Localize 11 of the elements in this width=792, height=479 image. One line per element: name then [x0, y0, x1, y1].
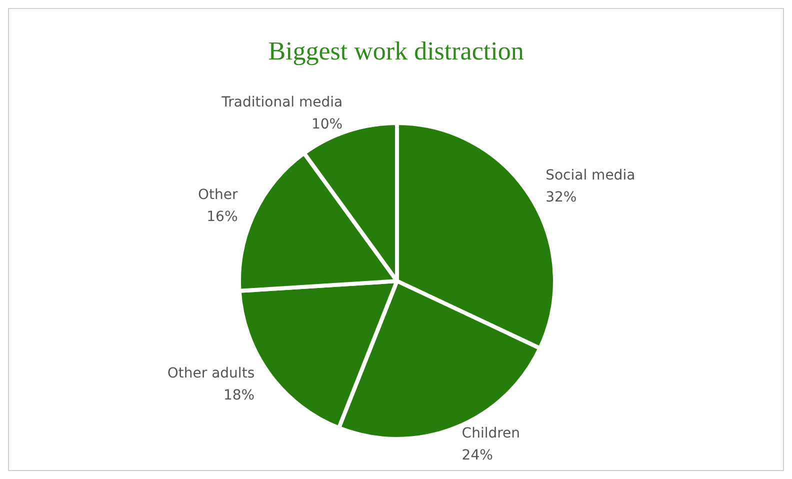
- data-label: 16%: [206, 209, 238, 226]
- data-label: 32%: [546, 190, 577, 206]
- chart-title: Biggest work distraction: [268, 36, 524, 66]
- slice-label: Other: [198, 187, 238, 204]
- slice-label: Children: [462, 426, 520, 442]
- slice-label: Social media: [546, 168, 636, 184]
- slice-label: Traditional media: [220, 94, 343, 111]
- data-label: 18%: [223, 387, 255, 404]
- data-label: 24%: [462, 448, 493, 464]
- data-label: 10%: [311, 116, 343, 133]
- slice-label: Other adults: [167, 365, 255, 382]
